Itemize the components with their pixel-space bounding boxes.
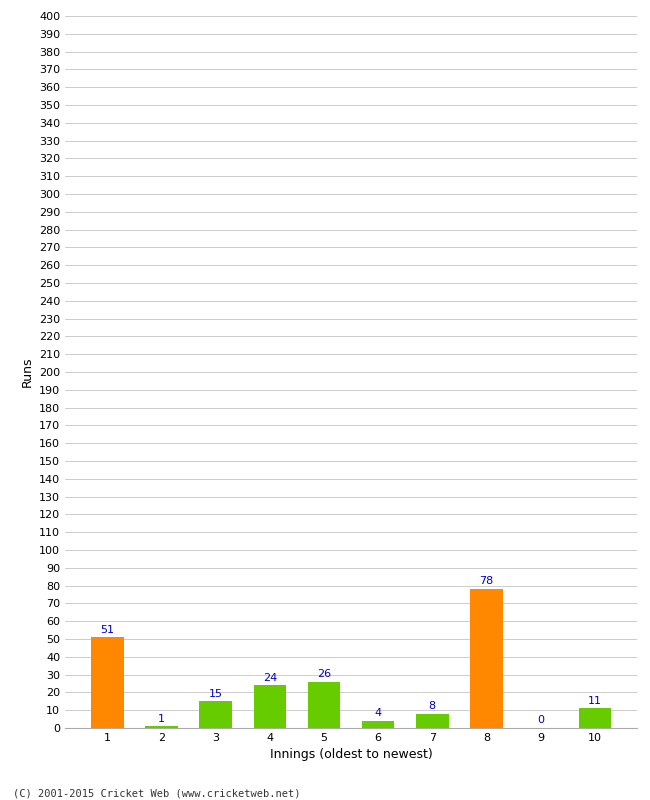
- Text: 11: 11: [588, 696, 602, 706]
- Bar: [470, 589, 502, 728]
- Text: 1: 1: [158, 714, 165, 723]
- Text: 4: 4: [374, 708, 382, 718]
- Text: 51: 51: [100, 625, 114, 634]
- Bar: [362, 721, 395, 728]
- Text: 0: 0: [537, 715, 544, 726]
- Bar: [416, 714, 448, 728]
- Bar: [578, 709, 611, 728]
- X-axis label: Innings (oldest to newest): Innings (oldest to newest): [270, 749, 432, 762]
- Bar: [254, 686, 286, 728]
- Text: 24: 24: [263, 673, 277, 682]
- Text: 8: 8: [429, 701, 436, 711]
- Bar: [91, 638, 124, 728]
- Bar: [145, 726, 177, 728]
- Text: 26: 26: [317, 669, 331, 679]
- Text: (C) 2001-2015 Cricket Web (www.cricketweb.net): (C) 2001-2015 Cricket Web (www.cricketwe…: [13, 788, 300, 798]
- Y-axis label: Runs: Runs: [20, 357, 33, 387]
- Text: 15: 15: [209, 689, 222, 698]
- Text: 78: 78: [479, 577, 493, 586]
- Bar: [307, 682, 340, 728]
- Bar: [200, 702, 232, 728]
